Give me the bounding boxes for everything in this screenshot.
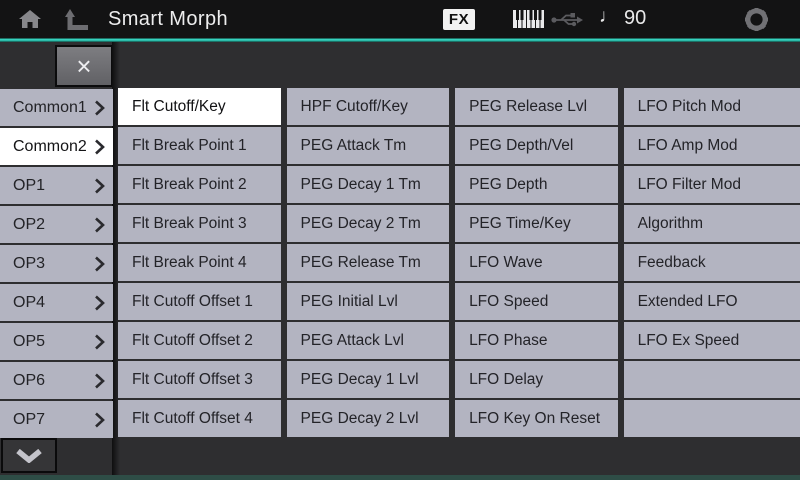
- param-cell-peg-initial-lvl[interactable]: PEG Initial Lvl: [286, 283, 450, 320]
- param-cell-flt-break-point-1[interactable]: Flt Break Point 1: [118, 127, 281, 164]
- param-cell-empty: [623, 400, 800, 437]
- sidebar-item-label: Common1: [13, 99, 87, 116]
- param-cell-lfo-delay[interactable]: LFO Delay: [455, 361, 618, 398]
- param-cell-peg-release-lvl[interactable]: PEG Release Lvl: [455, 88, 618, 125]
- param-cell-flt-cutoff-offset-3[interactable]: Flt Cutoff Offset 3: [118, 361, 281, 398]
- sidebar-item-label: Common2: [13, 138, 87, 155]
- sidebar-item-label: OP2: [13, 216, 46, 233]
- keyboard-icon[interactable]: [513, 10, 544, 33]
- param-cell-peg-time-key[interactable]: PEG Time/Key: [455, 205, 618, 242]
- exit-up-icon[interactable]: [64, 7, 90, 36]
- param-cell-peg-depth[interactable]: PEG Depth: [455, 166, 618, 203]
- param-cell-peg-decay-2-tm[interactable]: PEG Decay 2 Tm: [286, 205, 450, 242]
- param-cell-lfo-pitch-mod[interactable]: LFO Pitch Mod: [623, 88, 800, 125]
- chevron-right-icon: [95, 412, 105, 428]
- page-title: Smart Morph: [108, 8, 228, 30]
- param-cell-lfo-amp-mod[interactable]: LFO Amp Mod: [623, 127, 800, 164]
- param-cell-peg-depth-vel[interactable]: PEG Depth/Vel: [455, 127, 618, 164]
- param-cell-flt-cutoff-offset-4[interactable]: Flt Cutoff Offset 4: [118, 400, 281, 437]
- sidebar-item-op7[interactable]: OP7: [0, 401, 113, 438]
- param-cell-peg-decay-2-lvl[interactable]: PEG Decay 2 Lvl: [286, 400, 450, 437]
- menu-grid-icon[interactable]: [691, 11, 715, 27]
- top-bar: Smart Morph FX: [0, 0, 800, 38]
- param-cell-flt-cutoff-key[interactable]: Flt Cutoff/Key: [118, 88, 281, 125]
- chevron-right-icon: [95, 139, 105, 155]
- param-column-3: PEG Release Lvl PEG Depth/Vel PEG Depth PEG…: [455, 88, 618, 439]
- param-cell-hpf-cutoff-key[interactable]: HPF Cutoff/Key: [286, 88, 450, 125]
- sidebar-item-label: OP4: [13, 294, 46, 311]
- param-cell-peg-release-tm[interactable]: PEG Release Tm: [286, 244, 450, 281]
- param-cell-feedback[interactable]: Feedback: [623, 244, 800, 281]
- bottom-strip: [0, 475, 800, 480]
- param-cell-lfo-key-on-reset[interactable]: LFO Key On Reset: [455, 400, 618, 437]
- fx-badge[interactable]: FX: [443, 9, 475, 30]
- sidebar-item-label: OP1: [13, 177, 46, 194]
- usb-icon: [550, 10, 583, 34]
- sidebar-item-common2[interactable]: Common2: [0, 128, 113, 165]
- sidebar-item-label: OP3: [13, 255, 46, 272]
- param-cell-lfo-filter-mod[interactable]: LFO Filter Mod: [623, 166, 800, 203]
- quarter-note-icon: ♩: [599, 6, 618, 27]
- close-icon: ×: [76, 51, 92, 81]
- scroll-down-button[interactable]: [1, 438, 57, 473]
- sidebar-item-op2[interactable]: OP2: [0, 206, 113, 243]
- sidebar-shadow: [112, 42, 120, 475]
- chevron-down-icon: [16, 448, 42, 463]
- chevron-right-icon: [95, 256, 105, 272]
- param-cell-lfo-ex-speed[interactable]: LFO Ex Speed: [623, 322, 800, 359]
- param-cell-flt-cutoff-offset-1[interactable]: Flt Cutoff Offset 1: [118, 283, 281, 320]
- sidebar-item-label: OP7: [13, 411, 46, 428]
- param-cell-peg-decay-1-tm[interactable]: PEG Decay 1 Tm: [286, 166, 450, 203]
- param-column-2: HPF Cutoff/Key PEG Attack Tm PEG Decay 1 T…: [286, 88, 450, 439]
- param-cell-empty: [623, 361, 800, 398]
- param-cell-peg-decay-1-lvl[interactable]: PEG Decay 1 Lvl: [286, 361, 450, 398]
- sidebar-item-op4[interactable]: OP4: [0, 284, 113, 321]
- sidebar-item-op3[interactable]: OP3: [0, 245, 113, 282]
- param-cell-extended-lfo[interactable]: Extended LFO: [623, 283, 800, 320]
- param-cell-lfo-wave[interactable]: LFO Wave: [455, 244, 618, 281]
- param-column-4: LFO Pitch Mod LFO Amp Mod LFO Filter Mod Al…: [623, 88, 800, 439]
- sidebar-item-op1[interactable]: OP1: [0, 167, 113, 204]
- param-cell-lfo-speed[interactable]: LFO Speed: [455, 283, 618, 320]
- param-cell-flt-break-point-2[interactable]: Flt Break Point 2: [118, 166, 281, 203]
- param-cell-flt-cutoff-offset-2[interactable]: Flt Cutoff Offset 2: [118, 322, 281, 359]
- sidebar-item-common1[interactable]: Common1: [0, 89, 113, 126]
- param-cell-flt-break-point-3[interactable]: Flt Break Point 3: [118, 205, 281, 242]
- parameter-grid: Flt Cutoff/Key Flt Break Point 1 Flt Break…: [118, 88, 800, 439]
- sidebar-item-op5[interactable]: OP5: [0, 323, 113, 360]
- sidebar-item-label: OP5: [13, 333, 46, 350]
- chevron-right-icon: [95, 334, 105, 350]
- param-cell-lfo-phase[interactable]: LFO Phase: [455, 322, 618, 359]
- close-button[interactable]: ×: [55, 45, 113, 87]
- param-cell-peg-attack-tm[interactable]: PEG Attack Tm: [286, 127, 450, 164]
- param-column-1: Flt Cutoff/Key Flt Break Point 1 Flt Break…: [118, 88, 281, 439]
- sidebar: Common1 Common2 OP1 OP2 OP3 OP4 OP5 OP6 OP7: [0, 89, 113, 440]
- param-cell-algorithm[interactable]: Algorithm: [623, 205, 800, 242]
- param-cell-peg-attack-lvl[interactable]: PEG Attack Lvl: [286, 322, 450, 359]
- sidebar-item-op6[interactable]: OP6: [0, 362, 113, 399]
- chevron-right-icon: [95, 373, 105, 389]
- chevron-right-icon: [95, 217, 105, 233]
- tempo-value[interactable]: 90: [624, 7, 647, 29]
- param-cell-flt-break-point-4[interactable]: Flt Break Point 4: [118, 244, 281, 281]
- chevron-right-icon: [95, 178, 105, 194]
- chevron-right-icon: [95, 100, 105, 116]
- home-icon[interactable]: [18, 7, 42, 36]
- accent-divider: [0, 38, 800, 42]
- chevron-right-icon: [95, 295, 105, 311]
- sidebar-item-label: OP6: [13, 372, 46, 389]
- settings-gear-icon[interactable]: [745, 8, 768, 36]
